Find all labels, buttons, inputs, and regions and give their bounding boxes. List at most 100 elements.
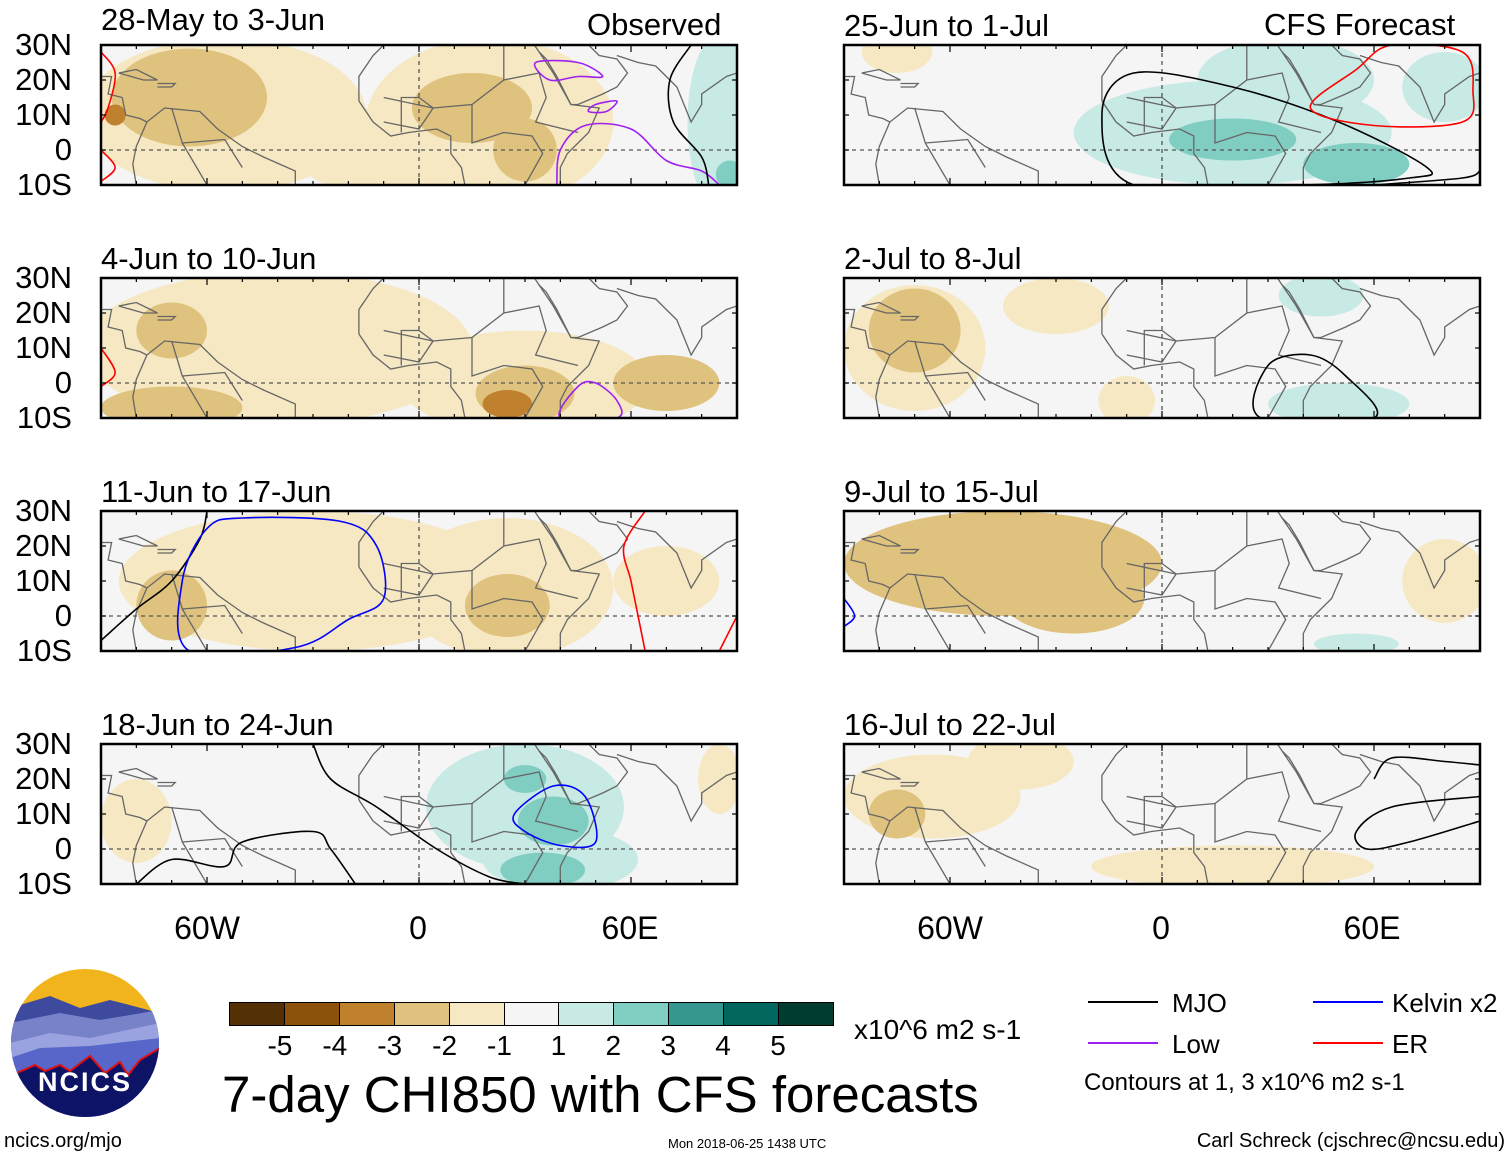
legend-line-er [1313,1042,1383,1044]
lon-tick-label: 0 [1152,910,1170,946]
coastline [914,107,951,185]
coastline [900,548,920,554]
coastline [1101,45,1344,185]
coastline [914,340,951,418]
anomaly-region [111,48,268,147]
legend-label-low: Low [1172,1029,1220,1059]
anomaly-region [967,744,1074,790]
colorbar-swatch [503,1002,560,1026]
coastline [844,541,891,589]
coastline [182,837,243,867]
lat-tick-label: 0 [54,132,72,167]
contour-line [101,51,117,123]
anomaly-region [698,744,737,814]
lat-tick-label: 0 [54,831,72,866]
coastline [358,45,601,185]
coastline [538,744,629,805]
coastline [1359,287,1480,357]
lat-tick-label: 10N [15,563,72,598]
anomaly-region [1098,376,1155,418]
coastline [118,68,158,81]
anomaly-region [1303,143,1410,185]
coastline [925,138,986,168]
lat-tick-label: 10N [15,97,72,132]
figure-title: 7-day CHI850 with CFS forecasts [222,1066,979,1123]
coastline [182,371,243,401]
coastline [383,96,435,130]
coastline [157,315,177,321]
anomaly-region [104,104,126,126]
coastline [182,604,243,634]
coastline [132,107,296,185]
coastline [1126,329,1178,363]
contour-line [512,784,598,849]
coastline [1214,803,1287,884]
coastline [1101,333,1209,418]
lat-tick-label: 20N [15,295,72,330]
coastline [157,82,177,88]
map-panel [99,276,739,420]
coastline [358,566,466,651]
coastline [875,107,1039,185]
contour-note: Contours at 1, 3 x10^6 m2 s-1 [1084,1069,1405,1096]
colorbar-tick-label: -5 [267,1030,293,1061]
coastline [101,75,148,123]
anomaly-region [715,160,737,185]
coastline [1359,54,1480,124]
anomaly-region [1003,563,1145,634]
contour-line [135,830,357,884]
panel-title: 2-Jul to 8-Jul [844,241,1022,276]
coastline [471,803,544,884]
anomaly-region [482,390,533,418]
coastline [925,837,986,867]
contour-line [1354,795,1480,851]
colorbar-tick-label: 5 [770,1030,786,1061]
colorbar-tick-label: -3 [377,1030,403,1061]
legend-line-kelvin [1313,1001,1383,1003]
lat-tick-label: 30N [15,27,72,62]
map-panel [99,742,739,886]
colorbar-tick-label: 4 [715,1030,731,1061]
colorbar-swatch [778,1002,835,1026]
coastline [1214,104,1287,185]
lat-tick-label: 20N [15,62,72,97]
map-panel [842,742,1482,886]
observed-label: Observed [587,7,722,42]
coastline [1214,337,1287,418]
coastline [875,806,1039,884]
coastline [157,781,177,787]
map-panel [842,43,1482,187]
coastline [1101,511,1344,651]
coastline [503,305,579,367]
coastline [1101,799,1209,884]
lat-tick-label: 10N [15,330,72,365]
contour-line [1373,170,1480,185]
contour-line [176,516,387,651]
anomaly-region [136,570,207,641]
lat-tick-label: 10S [16,167,72,202]
coastline [875,340,1039,418]
legend-label-er: ER [1392,1029,1429,1059]
lon-tick-label: 60E [601,910,659,946]
legend-label-mjo: MJO [1172,988,1227,1018]
coastline [132,806,296,884]
coastline [1126,96,1178,130]
anomaly-region [1169,118,1297,161]
coastline [1281,45,1372,106]
colorbar-swatch [283,1002,341,1026]
svg-text:NCICS: NCICS [38,1067,132,1097]
contour-line [101,149,116,183]
panel-title: 16-Jul to 22-Jul [844,707,1056,742]
anomaly-region [517,796,589,846]
colorbar-swatch [668,1002,725,1026]
coastline [861,301,901,314]
coastline [844,308,891,356]
coastline [844,75,891,123]
map-panel [99,43,739,187]
coastline [118,767,158,780]
lat-tick-label: 20N [15,528,72,563]
contour-line [101,347,116,388]
coastline [875,573,1039,651]
legend-label-kelvin: Kelvin x2 [1392,988,1498,1018]
anomaly-region [613,546,720,616]
